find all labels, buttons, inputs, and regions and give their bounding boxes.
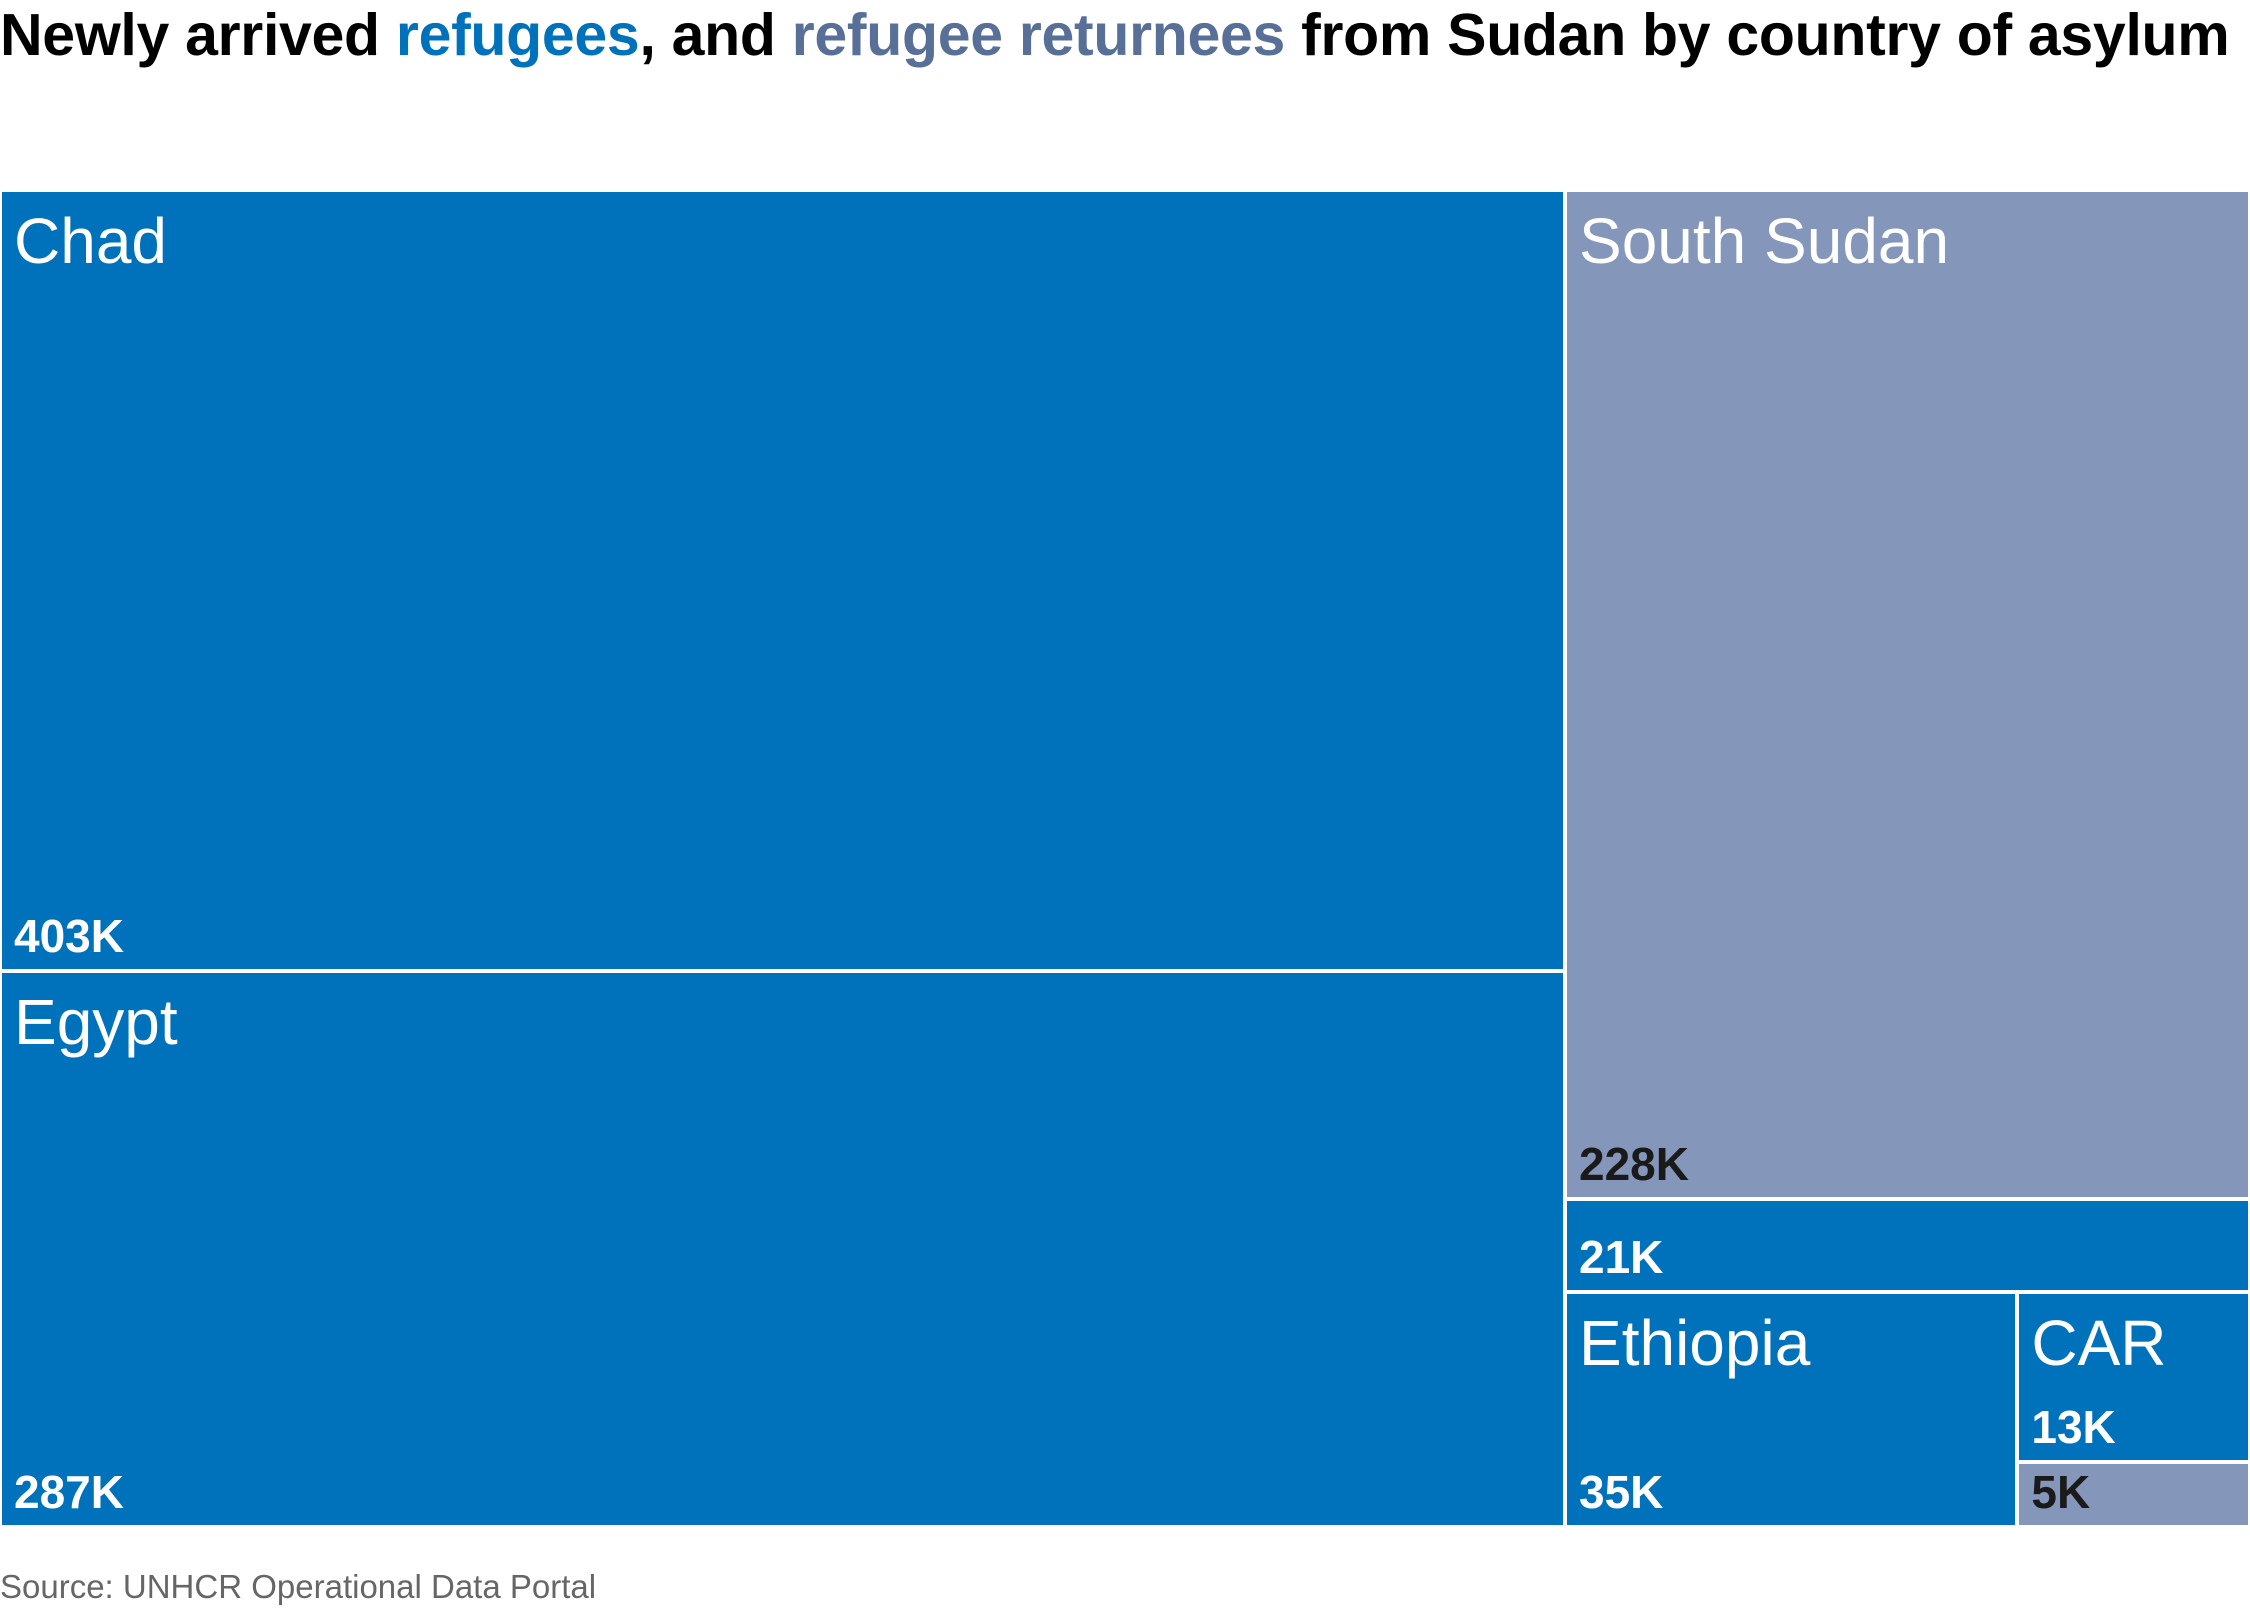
title-part2: , and <box>639 2 792 68</box>
tile-country-label: Egypt <box>14 985 178 1058</box>
tile-country-label: South Sudan <box>1579 205 1950 277</box>
tile-value-label: 287K <box>14 1465 124 1518</box>
tile-value-label: 21K <box>1579 1231 1664 1284</box>
title-part1: Newly arrived <box>0 2 396 68</box>
chart-title: Newly arrived refugees, and refugee retu… <box>0 0 2230 76</box>
treemap-tile-south-sudan-refugees: 21K <box>1565 1199 2250 1293</box>
treemap-tile-car-refugees: CAR 13K <box>2017 1292 2250 1462</box>
tile-country-label: Chad <box>14 205 167 277</box>
tile-country-label: CAR <box>2031 1307 2167 1380</box>
treemap-tile-chad-refugees: Chad 403K <box>0 190 1566 971</box>
tile-value-label: 5K <box>2031 1465 2091 1518</box>
treemap-tile-ethiopia-refugees: Ethiopia 35K <box>1565 1292 2018 1527</box>
treemap-tile-egypt-refugees: Egypt 287K <box>0 970 1566 1527</box>
treemap-chart: Chad 403K Egypt 287K South Sudan 228K 21K Ethio… <box>0 190 2250 1527</box>
tile-value-label: 228K <box>1579 1138 1689 1191</box>
tile-value-label: 35K <box>1579 1465 1664 1518</box>
treemap-tile-car-refugee-returnees: 5K <box>2017 1461 2250 1527</box>
title-returnees-highlight: refugee returnees <box>791 2 1286 68</box>
title-refugees-highlight: refugees <box>395 2 640 68</box>
tile-value-label: 13K <box>2031 1400 2116 1453</box>
title-part3: from Sudan by country of asylum <box>1285 2 2230 68</box>
treemap-tile-south-sudan-refugee-returnees: South Sudan 228K <box>1565 190 2250 1200</box>
tile-country-label: Ethiopia <box>1579 1307 1811 1380</box>
tile-value-label: 403K <box>14 909 124 962</box>
source-note: Source: UNHCR Operational Data Portal <box>0 1568 597 1605</box>
